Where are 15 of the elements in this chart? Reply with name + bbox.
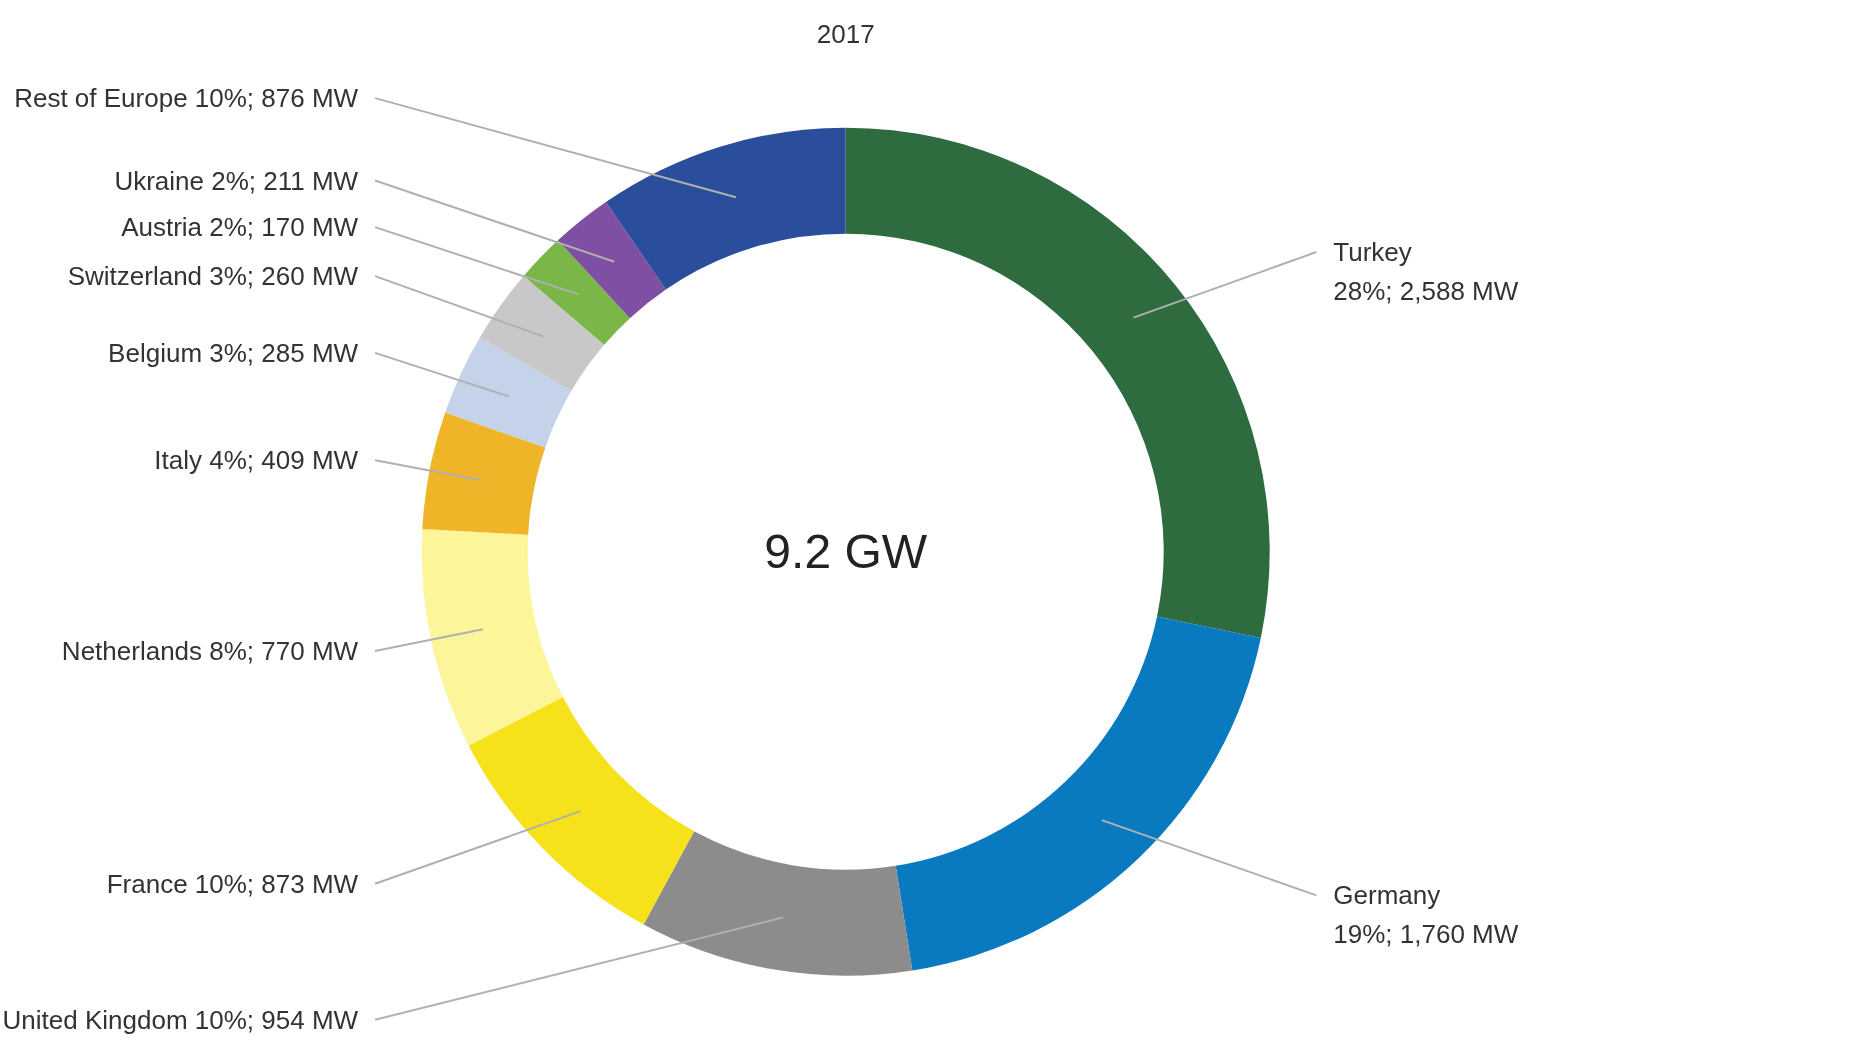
slice-label: Switzerland 3%; 260 MW: [67, 261, 359, 292]
slice-label: Belgium 3%; 285 MW: [108, 337, 359, 368]
slice-label: Italy 4%; 409 MW: [154, 445, 359, 476]
slice-label: Rest of Europe 10%; 876 MW: [14, 83, 359, 114]
chart-title: 2017: [816, 19, 875, 50]
slice-label: United Kingdom 10%; 954 MW: [2, 1004, 359, 1035]
data-label: 19%; 1,760 MW: [1333, 918, 1519, 949]
data-label: 28%; 2,588 MW: [1333, 275, 1519, 306]
text: 9.2 GW: [764, 525, 928, 579]
slice-label: Germany: [1333, 879, 1441, 910]
slice-label: Netherlands 8%; 770 MW: [61, 636, 359, 667]
slice-label: Turkey: [1333, 236, 1412, 267]
slice-label: Ukraine 2%; 211 MW: [114, 165, 359, 196]
slice-label: France 10%; 873 MW: [106, 868, 359, 899]
slice-label: Austria 2%; 170 MW: [121, 212, 359, 243]
